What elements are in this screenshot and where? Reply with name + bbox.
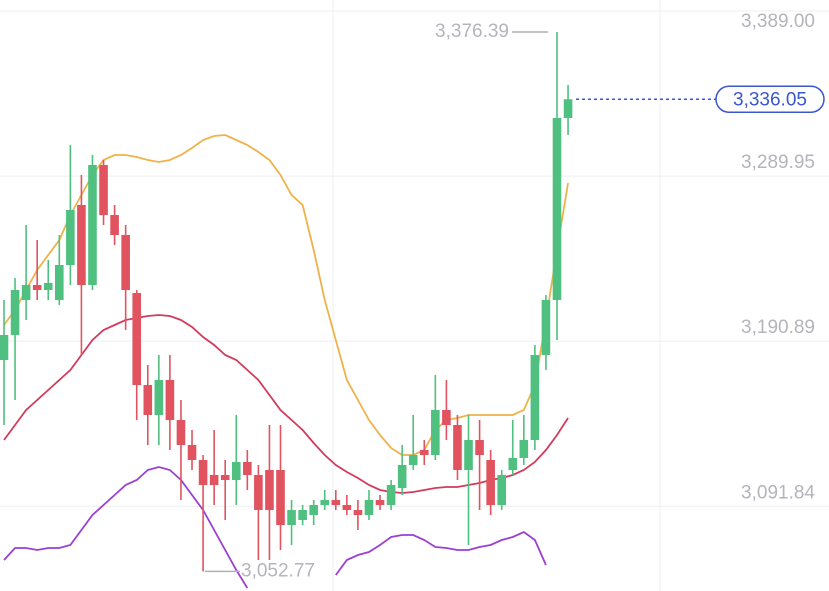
candle-body: [508, 458, 518, 470]
candle-body: [475, 440, 484, 455]
candle-body: [342, 505, 352, 510]
candle-body: [66, 210, 75, 265]
candle-body: [88, 165, 97, 285]
candle-body: [464, 440, 473, 470]
candle-body: [541, 300, 551, 355]
candle-body: [287, 510, 296, 525]
candle-body: [43, 283, 53, 290]
candle-body: [453, 425, 462, 470]
candle-body: [320, 500, 330, 505]
overlay-line: [3, 466, 547, 589]
last-price-label: 3,336.05: [733, 89, 807, 110]
candle-body: [198, 460, 208, 485]
overlay-line: [3, 134, 569, 456]
candle-body: [209, 475, 219, 485]
candle-body: [486, 460, 495, 505]
candle-body: [353, 510, 363, 515]
candle-body: [298, 510, 307, 520]
low-marker-label: 3,052.77: [241, 560, 315, 581]
candle-body: [21, 285, 31, 300]
candle-body: [530, 355, 540, 440]
candle-body: [431, 410, 440, 455]
candle-body: [276, 470, 285, 525]
candle-body: [309, 505, 318, 515]
candle-body: [563, 99, 573, 118]
candle-body: [165, 380, 175, 420]
candle-body: [110, 215, 119, 235]
candle-body: [77, 205, 86, 285]
candle-body: [408, 455, 418, 465]
candle-body: [364, 500, 374, 515]
candle-body: [10, 290, 20, 335]
candle-body: [231, 462, 241, 480]
plot-area: [0, 32, 573, 589]
candle-body: [497, 475, 506, 505]
y-tick-label: 3,190.89: [741, 317, 815, 338]
candle-body: [121, 235, 130, 290]
candle-body: [265, 470, 274, 510]
y-tick-label: 3,289.95: [741, 152, 815, 173]
high-marker-label: 3,376.39: [435, 21, 509, 42]
y-tick-label: 3,389.00: [741, 11, 815, 32]
y-tick-label: 3,091.84: [741, 482, 815, 503]
candle-body: [143, 385, 153, 415]
candle-body: [132, 293, 142, 385]
candle-body: [442, 410, 451, 425]
candle-body: [55, 265, 64, 300]
candle-body: [220, 475, 230, 480]
candle-body: [552, 118, 562, 300]
last-price-box: [715, 85, 825, 113]
candle-body: [386, 485, 396, 505]
candle-body: [331, 500, 341, 505]
candle-body: [419, 450, 429, 455]
candle-body: [254, 475, 263, 510]
candle-body: [176, 420, 186, 445]
candle-body: [187, 445, 197, 460]
candle-body: [32, 285, 42, 290]
candle-body: [375, 500, 385, 505]
candle-body: [99, 165, 108, 215]
candle-body: [0, 335, 9, 360]
candle-body: [519, 440, 529, 458]
overlay-line: [3, 314, 569, 494]
candle-body: [154, 380, 164, 415]
candle-body: [397, 465, 407, 488]
candle-body: [243, 462, 252, 475]
